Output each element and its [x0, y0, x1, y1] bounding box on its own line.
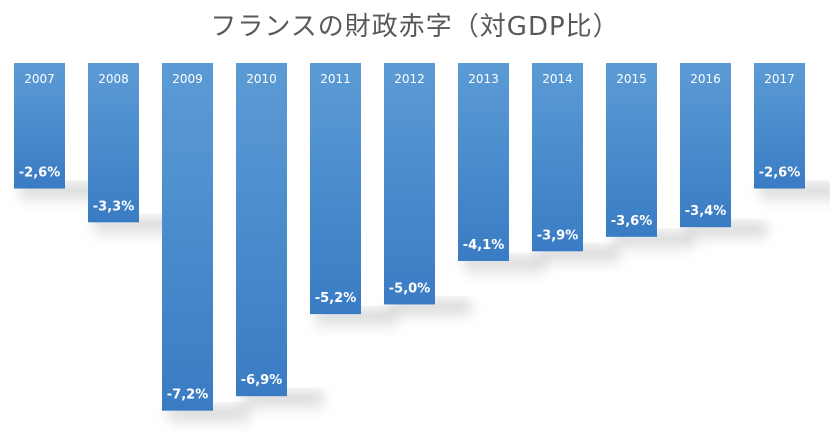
- chart-title: フランスの財政赤字（対GDP比）: [210, 12, 620, 42]
- category-label: 2016: [690, 72, 721, 86]
- labels-group: 2007 -2,6% 2008 -3,3% 2009 -7,2% 2010 -6,9% 2011…: [19, 72, 800, 403]
- bar-shadow: [20, 184, 101, 207]
- data-label: -6,9%: [241, 373, 282, 388]
- bar-shadow: [612, 232, 693, 255]
- bar-shadow: [94, 218, 175, 241]
- data-label: -5,0%: [389, 281, 430, 296]
- bar-2015: [606, 63, 657, 237]
- data-label: -3,4%: [685, 204, 726, 219]
- bar-2014: [532, 63, 583, 252]
- data-label: -5,2%: [315, 291, 356, 306]
- bar-shadow: [464, 256, 545, 279]
- bar-2009: [162, 63, 213, 411]
- bar-shadows: [20, 184, 830, 429]
- bar-2013: [458, 63, 509, 261]
- bar-2011: [310, 63, 361, 315]
- bar-2017: [754, 63, 805, 189]
- category-label: 2010: [246, 72, 277, 86]
- data-label: -4,1%: [463, 238, 504, 253]
- data-label: -7,2%: [167, 388, 208, 403]
- data-label: -3,9%: [537, 228, 578, 243]
- data-label: -2,6%: [759, 166, 800, 181]
- bars-group: [14, 63, 805, 411]
- category-label: 2014: [542, 72, 573, 86]
- data-label: -3,3%: [93, 199, 134, 214]
- category-label: 2007: [24, 72, 55, 86]
- bar-2012: [384, 63, 435, 305]
- bar-shadow: [242, 392, 323, 415]
- category-label: 2015: [616, 72, 647, 86]
- bar-2016: [680, 63, 731, 228]
- bar-shadow: [686, 223, 767, 246]
- bar-2008: [88, 63, 139, 223]
- category-label: 2012: [394, 72, 425, 86]
- data-label: -3,6%: [611, 214, 652, 229]
- bar-shadow: [760, 184, 830, 207]
- bar-shadow: [390, 300, 471, 323]
- category-label: 2008: [98, 72, 129, 86]
- bar-2010: [236, 63, 287, 397]
- category-label: 2009: [172, 72, 203, 86]
- category-label: 2013: [468, 72, 499, 86]
- bar-shadow: [538, 247, 619, 270]
- bar-shadow: [316, 310, 397, 333]
- data-label: -2,6%: [19, 166, 60, 181]
- bar-2007: [14, 63, 65, 189]
- category-label: 2017: [764, 72, 795, 86]
- category-label: 2011: [320, 72, 351, 86]
- bar-shadow: [168, 406, 249, 429]
